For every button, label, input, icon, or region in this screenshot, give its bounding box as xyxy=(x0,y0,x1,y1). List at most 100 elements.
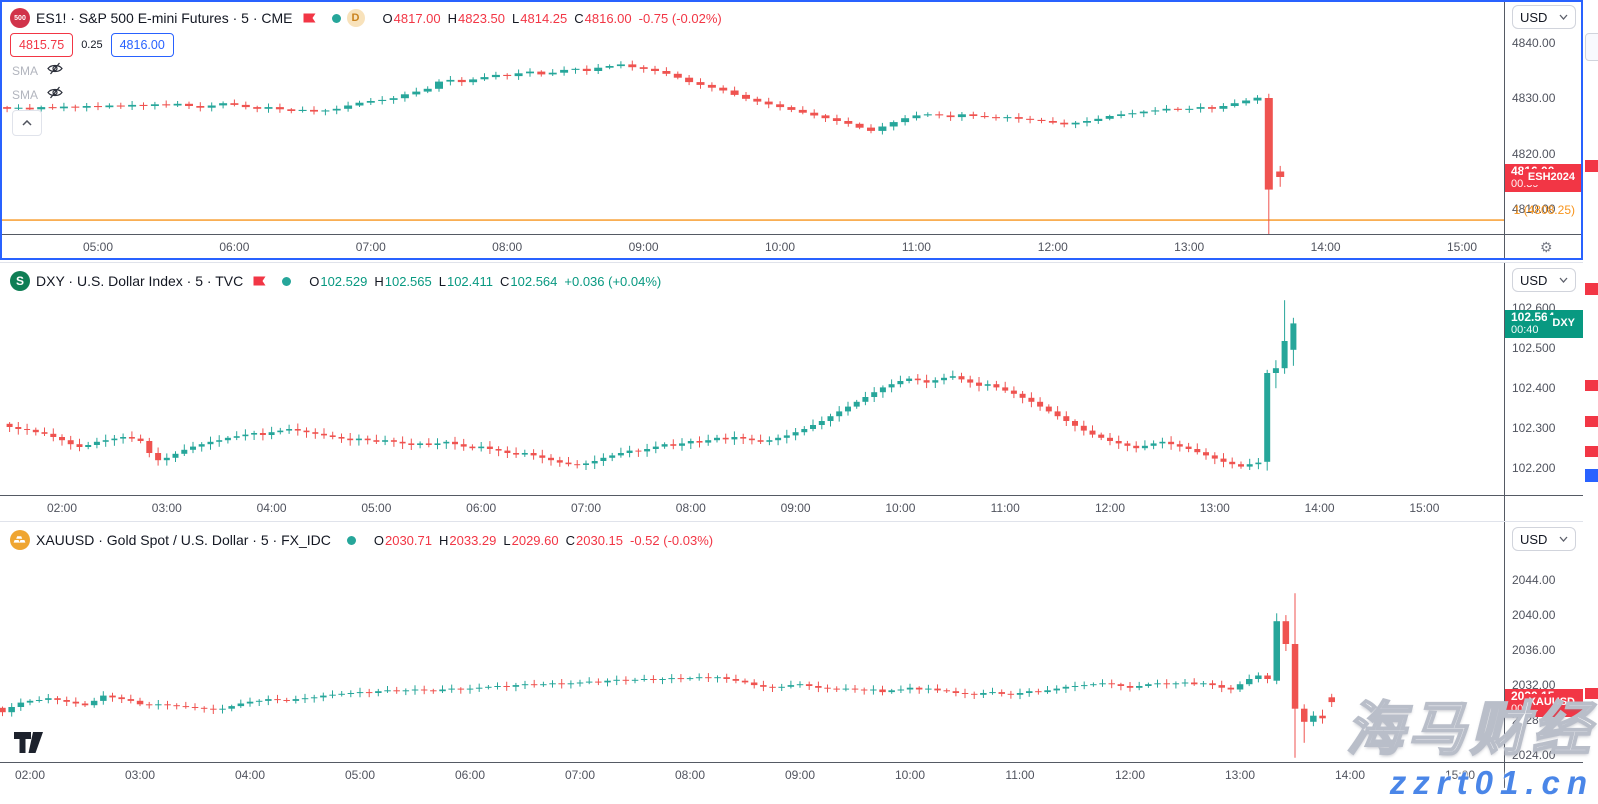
gold-bars-icon xyxy=(13,536,26,543)
ohlc-close-label: C xyxy=(565,532,575,548)
time-tick: 12:00 xyxy=(1037,240,1068,254)
price-tick: 2032.00 xyxy=(1512,677,1556,692)
ohlc-close-label: C xyxy=(500,273,510,289)
price-tick: 4840.00 xyxy=(1512,35,1556,50)
currency-dropdown[interactable]: USD xyxy=(1512,527,1576,551)
chart-panel-dxy: S DXY · U.S. Dollar Index · 5 · TVC O 102… xyxy=(0,262,1584,521)
price-chart-canvas[interactable] xyxy=(0,263,1504,495)
buy-button[interactable]: 4816.00 xyxy=(110,33,174,57)
symbol-logo-sp500[interactable]: 500 xyxy=(10,8,30,28)
time-tick: 10:00 xyxy=(885,501,916,515)
ohlc-close-label: C xyxy=(574,10,584,26)
ohlc-low-label: L xyxy=(503,532,511,548)
change-readout: -0.75 (-0.02%) xyxy=(638,10,722,26)
time-tick: 12:00 xyxy=(1094,501,1126,515)
gear-icon[interactable]: ⚙ xyxy=(1540,239,1553,255)
time-tick: 15:00 xyxy=(1446,240,1478,254)
contract-label: ESH2024 xyxy=(1522,169,1580,186)
time-tick: 06:00 xyxy=(466,501,497,515)
price-tick: 102.400 xyxy=(1512,381,1556,395)
last-price-value: 102.564 xyxy=(1511,310,1555,325)
price-tick: 4810.00 xyxy=(1512,202,1556,217)
time-tick: 14:00 xyxy=(1334,768,1366,782)
time-tick: 05:00 xyxy=(361,501,392,515)
ohlc-open-value: 4817.00 xyxy=(393,10,441,26)
flag-icon[interactable] xyxy=(303,13,316,23)
time-tick: 11:00 xyxy=(1005,768,1035,782)
time-tick: 05:00 xyxy=(344,768,376,782)
symbol-title[interactable]: ES1! · S&P 500 E-mini Futures · 5 · CME xyxy=(36,10,293,26)
time-tick: 02:00 xyxy=(46,501,78,515)
symbol-title[interactable]: XAUUSD · Gold Spot / U.S. Dollar · 5 · F… xyxy=(36,532,331,548)
tradingview-logo[interactable] xyxy=(14,732,44,759)
time-tick: 15:00 xyxy=(1444,768,1476,782)
cutoff-price-label xyxy=(1585,688,1598,699)
cutoff-price-label xyxy=(1585,380,1598,391)
eye-hidden-icon[interactable] xyxy=(47,86,63,104)
market-status-dot xyxy=(282,276,292,286)
chart-panel-es: 500 ES1! · S&P 500 E-mini Futures · 5 · … xyxy=(0,0,1584,260)
ohlc-open-label: O xyxy=(382,10,393,26)
right-edge-strip xyxy=(1583,0,1598,804)
time-tick: 02:00 xyxy=(14,768,46,782)
currency-label: USD xyxy=(1520,272,1548,288)
chevron-down-icon xyxy=(1559,536,1568,542)
time-axis[interactable]: 02:00 03:00 04:00 05:00 06:00 07:00 08:00 09:00… xyxy=(0,495,1583,521)
flag-icon[interactable] xyxy=(253,276,266,286)
currency-dropdown[interactable]: USD xyxy=(1512,5,1576,29)
ohlc-low-label: L xyxy=(512,10,520,26)
symbol-logo-dxy[interactable]: S xyxy=(10,271,30,291)
ohlc-high-label: H xyxy=(374,273,384,289)
cutoff-price-label xyxy=(1585,416,1598,427)
time-tick: 07:00 xyxy=(564,768,596,782)
time-tick: 09:00 xyxy=(784,768,816,782)
symbol-legend: XAUUSD · Gold Spot / U.S. Dollar · 5 · F… xyxy=(10,530,713,550)
sell-button[interactable]: 4815.75 xyxy=(10,33,74,57)
time-tick: 07:00 xyxy=(355,240,386,254)
time-tick: 11:00 xyxy=(901,240,931,254)
indicator-row-sma-2[interactable]: SMA xyxy=(12,86,63,104)
change-readout: -0.52 (-0.03%) xyxy=(630,532,714,548)
ohlc-high-label: H xyxy=(447,10,458,26)
price-axis[interactable]: USD 102.564 00:40 102.600 102.500 102.400 1… xyxy=(1504,263,1584,495)
price-chart-canvas[interactable] xyxy=(0,522,1504,762)
price-tick: 2044.00 xyxy=(1512,572,1556,587)
eye-hidden-icon[interactable] xyxy=(47,62,63,80)
ohlc-close-value: 2030.15 xyxy=(576,532,623,548)
ohlc-high-value: 102.565 xyxy=(384,273,432,289)
price-tick: 4830.00 xyxy=(1512,91,1556,106)
currency-label: USD xyxy=(1520,9,1548,25)
market-status-dot xyxy=(346,535,356,545)
collapse-legend-button[interactable] xyxy=(12,110,42,136)
change-readout: +0.036 (+0.04%) xyxy=(564,273,662,289)
cutoff-price-label xyxy=(1585,283,1598,295)
time-axis[interactable]: ⚙ 05:00 06:00 07:00 08:00 09:00 10:00 11:00 12:… xyxy=(0,234,1583,260)
ohlc-readout: O 2030.71 H 2033.29 L 2029.60 C 2030.15 -0.5… xyxy=(374,533,713,548)
cutoff-price-label xyxy=(1585,160,1598,172)
time-tick: 09:00 xyxy=(780,501,811,515)
interval-d-badge[interactable]: D xyxy=(346,9,365,27)
price-axis[interactable]: USD 4816.00 00:39 4840.004830.004820.004… xyxy=(1504,0,1584,234)
time-tick: 13:00 xyxy=(1224,768,1256,782)
price-chart-canvas[interactable] xyxy=(0,0,1504,234)
symbol-axis-label: DXY xyxy=(1547,315,1580,332)
time-axis[interactable]: 02:00 03:00 04:00 05:00 06:00 07:00 08:00 09:00… xyxy=(0,762,1583,788)
price-tick: 2036.00 xyxy=(1512,642,1556,657)
level-line-label[interactable]: 1 (4808.25) xyxy=(1513,203,1575,218)
currency-dropdown[interactable]: USD xyxy=(1512,268,1576,292)
time-tick: 06:00 xyxy=(454,768,486,782)
ohlc-high-label: H xyxy=(438,532,449,548)
time-tick: 09:00 xyxy=(628,240,659,254)
ohlc-high-value: 4823.50 xyxy=(458,10,506,26)
symbol-logo-gold[interactable] xyxy=(10,530,30,550)
ohlc-high-value: 2033.29 xyxy=(449,532,497,548)
indicator-row-sma-1[interactable]: SMA xyxy=(12,62,63,80)
indicator-label: SMA xyxy=(12,64,39,78)
price-axis[interactable]: USD 2030.15 00:39 2044.002040.002036.002… xyxy=(1504,522,1584,762)
cutoff-button-fragment xyxy=(1585,33,1598,61)
time-tick: 04:00 xyxy=(234,768,266,782)
ohlc-open-label: O xyxy=(373,532,384,548)
bid-ask-row: 4815.75 0.25 4816.00 xyxy=(10,33,174,57)
symbol-title[interactable]: DXY · U.S. Dollar Index · 5 · TVC xyxy=(36,273,244,289)
price-tick: 2024.00 xyxy=(1512,747,1556,762)
